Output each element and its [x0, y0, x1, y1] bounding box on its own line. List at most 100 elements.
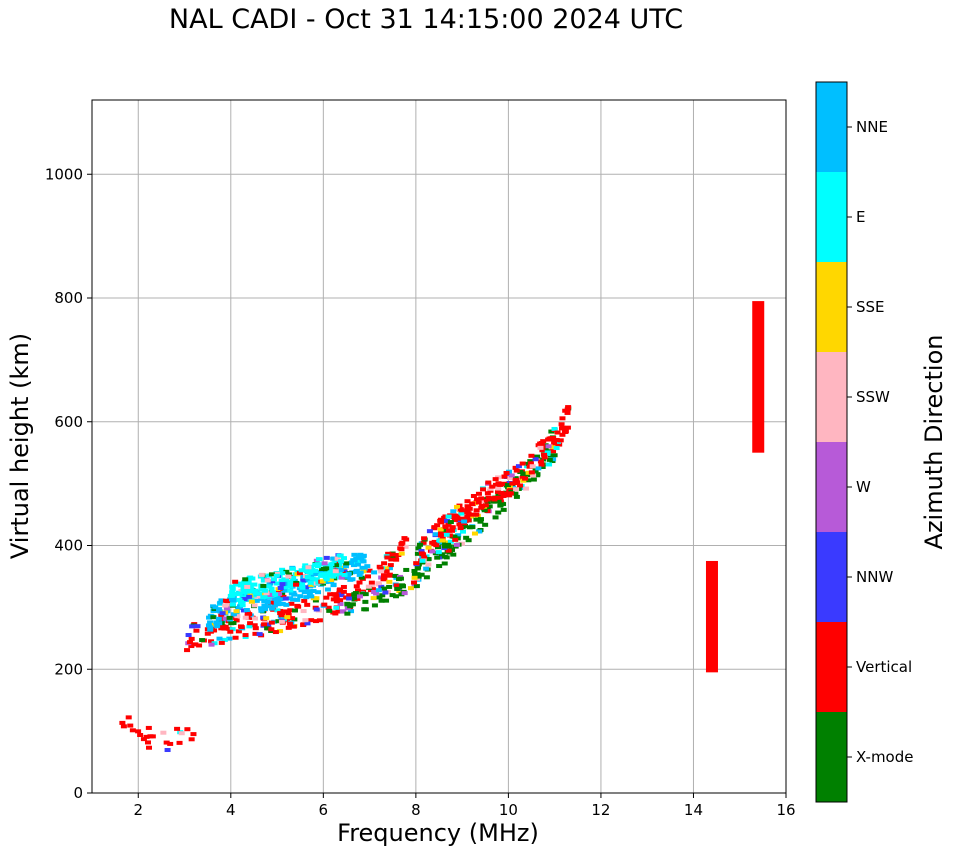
echo-point [308, 582, 315, 587]
echo-point [375, 581, 382, 586]
echo-point [552, 443, 559, 448]
echo-point [216, 636, 223, 641]
echo-point [530, 473, 537, 478]
colorbar-segment [816, 262, 847, 352]
echo-point [276, 591, 283, 596]
echo-point [453, 542, 460, 547]
echo-point [226, 615, 233, 620]
echo-point [327, 592, 334, 597]
echo-point [294, 597, 301, 602]
echo-point [330, 597, 337, 602]
echo-point [525, 478, 532, 483]
echo-point [253, 598, 260, 603]
echo-point [248, 599, 255, 604]
echo-point [258, 587, 265, 592]
echo-point [351, 592, 358, 597]
echo-point [464, 504, 471, 509]
echo-point [350, 558, 357, 563]
echo-point [434, 523, 441, 528]
echo-point [233, 582, 240, 587]
echo-point [437, 527, 444, 532]
echo-point [452, 537, 459, 542]
echo-point [411, 575, 418, 580]
echo-point [438, 552, 445, 557]
echo-point [279, 591, 286, 596]
echo-point [313, 596, 320, 601]
echo-point [520, 478, 527, 483]
echo-point [270, 577, 277, 582]
echo-point [517, 483, 524, 488]
echo-point [309, 576, 316, 581]
echo-point [447, 520, 454, 525]
echo-point [478, 496, 485, 501]
echo-point [346, 593, 353, 598]
echo-point [526, 464, 533, 469]
echo-point [476, 529, 483, 534]
echo-point [559, 416, 566, 421]
echo-point [389, 552, 396, 557]
echo-point [498, 490, 505, 495]
echo-point [261, 588, 268, 593]
echo-point [260, 578, 267, 583]
echo-point [380, 573, 387, 578]
echo-point [418, 572, 425, 577]
echo-point [436, 564, 443, 569]
echo-point [355, 554, 362, 559]
echo-point [206, 615, 213, 620]
echo-point [526, 473, 533, 478]
echo-point [326, 565, 333, 570]
echo-point [208, 639, 215, 644]
echo-point [469, 525, 476, 530]
echo-point [461, 519, 468, 524]
echo-point [307, 574, 314, 579]
echo-point [366, 568, 373, 573]
echo-point [275, 600, 282, 605]
echo-point [167, 741, 174, 746]
echo-point [129, 728, 136, 733]
echo-point [438, 529, 445, 534]
echo-point [522, 476, 529, 481]
echo-point [282, 596, 289, 601]
echo-point [393, 583, 400, 588]
echo-point [562, 429, 569, 434]
echo-point [226, 636, 233, 641]
echo-point [322, 563, 329, 568]
echo-point [258, 606, 265, 611]
echo-point [246, 624, 253, 629]
echo-point [313, 607, 320, 612]
echo-point [227, 597, 234, 602]
echo-point [218, 640, 225, 645]
echo-point [396, 577, 403, 582]
echo-point [272, 630, 279, 635]
echo-point [503, 470, 510, 475]
echo-point [441, 544, 448, 549]
echo-point [383, 598, 390, 603]
echo-point [290, 624, 297, 629]
echo-point [264, 599, 271, 604]
echo-point [187, 640, 194, 645]
echo-point [550, 457, 557, 462]
echo-point [525, 470, 532, 475]
echo-point [163, 740, 170, 745]
colorbar-tick-label: E [856, 208, 865, 226]
echo-point [244, 610, 251, 615]
echo-point [418, 551, 425, 556]
echo-point [371, 603, 378, 608]
echo-point [219, 624, 226, 629]
echo-point [378, 598, 385, 603]
echo-point [240, 587, 247, 592]
echo-point [340, 589, 347, 594]
echo-point [547, 453, 554, 458]
echo-point [542, 447, 549, 452]
echo-point [272, 592, 279, 597]
echo-point [497, 482, 504, 487]
echo-point [252, 588, 259, 593]
echo-point [512, 478, 519, 483]
echo-point [306, 591, 313, 596]
echo-point [413, 561, 420, 566]
echo-point [449, 547, 456, 552]
echo-point [218, 626, 225, 631]
echo-point [437, 533, 444, 538]
echo-point [381, 561, 388, 566]
echo-point [227, 593, 234, 598]
